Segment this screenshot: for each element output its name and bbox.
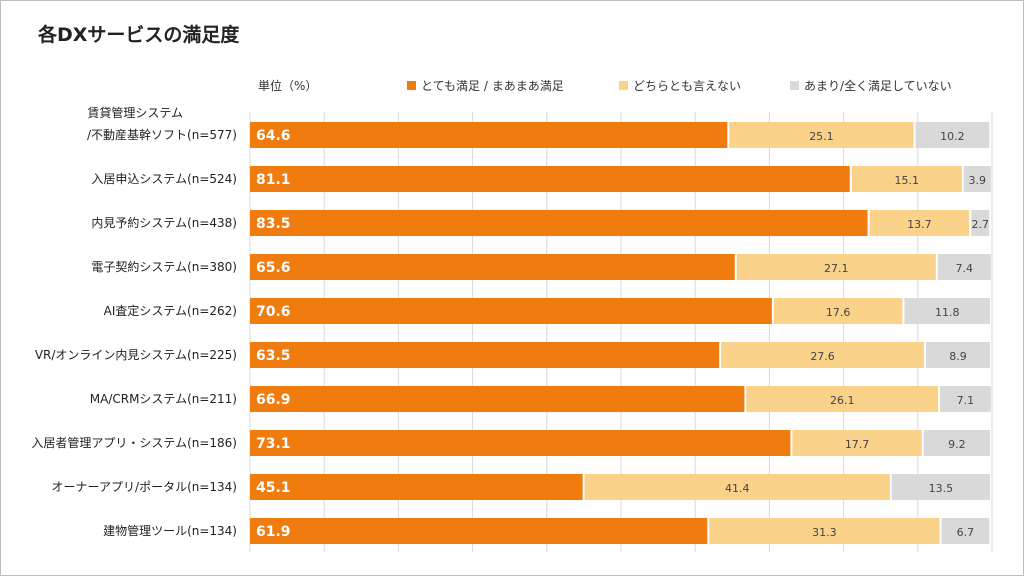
- data-label: 63.5: [256, 348, 291, 364]
- data-label: 26.1: [830, 394, 855, 407]
- data-label: 45.1: [256, 480, 291, 496]
- category-label: オーナーアプリ/ポータル(n=134): [52, 480, 238, 494]
- data-label: 27.6: [810, 350, 835, 363]
- data-label: 41.4: [725, 482, 750, 495]
- unit-label: 単位（%）: [258, 79, 318, 93]
- bar-segment: [915, 122, 990, 148]
- data-label: 66.9: [256, 392, 291, 408]
- data-label: 73.1: [256, 436, 291, 452]
- legend-swatch-neutral: [619, 81, 628, 90]
- bar-segment: [869, 210, 970, 236]
- data-label: 8.9: [949, 350, 967, 363]
- category-label: 内見予約システム(n=438): [91, 215, 237, 230]
- legend-item-satisfied: とても満足 / まあまあ満足: [407, 77, 564, 94]
- category-label: AI査定システム(n=262): [104, 303, 237, 318]
- bar-segment: [937, 254, 991, 280]
- bar-segment: [250, 518, 708, 544]
- bar-segment: [925, 342, 990, 368]
- bar-segment: [923, 430, 990, 456]
- data-label: 3.9: [969, 174, 987, 187]
- bar-segment: [773, 298, 903, 324]
- category-label-line: 賃貸管理システム: [87, 105, 183, 120]
- data-label: 83.5: [256, 216, 291, 232]
- data-label: 6.7: [957, 526, 975, 539]
- category-label: 建物管理ツール(n=134): [103, 523, 237, 538]
- bar-segment: [729, 122, 914, 148]
- data-label: 81.1: [256, 172, 291, 188]
- bar-segment: [250, 474, 583, 500]
- bar-segment: [736, 254, 936, 280]
- bar-segment: [250, 122, 728, 148]
- bar-segment: [963, 166, 991, 192]
- bar-segment: [904, 298, 990, 324]
- bar-segment: [940, 386, 991, 412]
- data-label: 9.2: [948, 438, 966, 451]
- legend-swatch-dissatisfied: [790, 81, 799, 90]
- data-label: 17.6: [826, 306, 851, 319]
- category-label: 入居申込システム(n=524): [91, 172, 237, 186]
- category-label: 入居者管理アプリ・システム(n=186): [31, 435, 237, 450]
- legend-item-dissatisfied: あまり/全く満足していない: [790, 77, 952, 94]
- category-label: 賃貸管理システム/不動産基幹ソフト(n=577): [87, 105, 237, 142]
- legend-swatch-satisfied: [407, 81, 416, 90]
- data-label: 17.7: [845, 438, 870, 451]
- data-label: 7.4: [956, 262, 974, 275]
- bar-segment: [721, 342, 924, 368]
- bar-segment: [851, 166, 962, 192]
- bar-segment: [792, 430, 922, 456]
- data-label: 64.6: [256, 128, 291, 144]
- bar-segment: [250, 430, 791, 456]
- bar-segment: [709, 518, 940, 544]
- bar-segment: [891, 474, 990, 500]
- bar-segment: [250, 254, 735, 280]
- data-label: 2.7: [971, 218, 989, 231]
- legend-item-neutral: どちらとも言えない: [619, 77, 741, 94]
- data-label: 10.2: [940, 130, 965, 143]
- bar-segment: [250, 210, 868, 236]
- data-label: 27.1: [824, 262, 849, 275]
- bar-segment: [971, 210, 990, 236]
- legend-label-dissatisfied: あまり/全く満足していない: [804, 79, 952, 93]
- data-label: 7.1: [957, 394, 975, 407]
- bar-segment: [250, 298, 772, 324]
- data-label: 15.1: [895, 174, 920, 187]
- bar-segment: [250, 386, 745, 412]
- data-label: 13.5: [929, 482, 954, 495]
- data-label: 70.6: [256, 304, 291, 320]
- data-label: 11.8: [935, 306, 960, 319]
- data-label: 31.3: [812, 526, 837, 539]
- bar-segment: [250, 166, 850, 192]
- data-label: 61.9: [256, 524, 291, 540]
- legend-label-satisfied: とても満足 / まあまあ満足: [421, 79, 564, 93]
- data-label: 65.6: [256, 260, 291, 276]
- bar-segment: [250, 342, 720, 368]
- data-label: 13.7: [907, 218, 932, 231]
- legend-label-neutral: どちらとも言えない: [633, 79, 742, 93]
- category-label: VR/オンライン内見システム(n=225): [35, 348, 237, 362]
- bar-segment: [941, 518, 990, 544]
- bar-segment: [746, 386, 939, 412]
- chart-title: 各DXサービスの満足度: [38, 24, 240, 46]
- bar-segment: [584, 474, 890, 500]
- data-label: 25.1: [809, 130, 834, 143]
- category-label-line: /不動産基幹ソフト(n=577): [87, 127, 237, 142]
- category-label: 電子契約システム(n=380): [91, 259, 237, 274]
- category-label: MA/CRMシステム(n=211): [90, 392, 237, 406]
